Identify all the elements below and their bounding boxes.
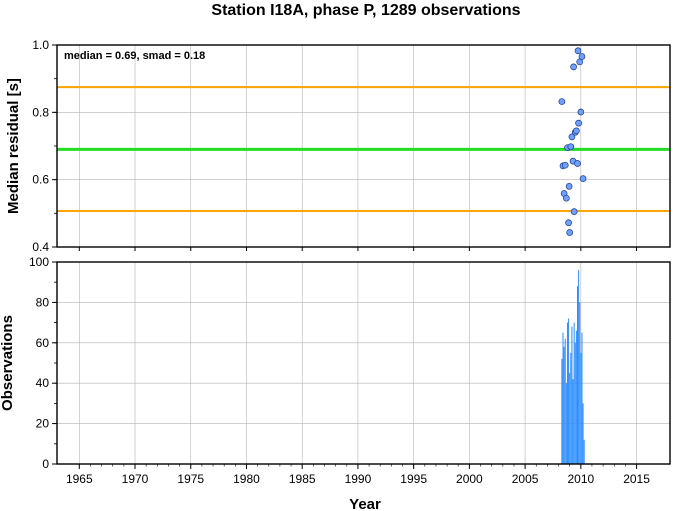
bar — [566, 322, 568, 464]
bottom-y-axis-label: Observations — [0, 315, 16, 411]
bar — [581, 332, 583, 464]
x-tick-label: 1975 — [177, 472, 204, 486]
bar — [569, 373, 571, 464]
y-tick-label: 100 — [29, 255, 49, 269]
reference-lines — [57, 86, 670, 212]
top-y-axis-label: Median residual [s] — [5, 78, 22, 214]
y-tick-label: 0.8 — [32, 105, 49, 119]
scatter-point — [562, 194, 570, 202]
x-axis-label: Year — [349, 496, 381, 511]
bottom-panel: 0 20 40 60 80 100 1965 1970 1975 1980 1985 1990 199… — [0, 247, 671, 511]
scatter-points — [558, 47, 587, 236]
bar — [565, 383, 567, 464]
x-tick-label: 1965 — [66, 472, 93, 486]
scatter-point — [565, 219, 572, 227]
scatter-point — [573, 127, 580, 135]
bars — [561, 270, 585, 464]
top-y-ticks: 0.4 0.6 0.8 1.0 — [32, 38, 57, 254]
bar — [563, 346, 565, 464]
bar — [583, 439, 585, 464]
bar — [582, 403, 584, 464]
scatter-point — [568, 133, 576, 141]
bar — [578, 270, 580, 464]
x-tick-label: 2010 — [567, 472, 594, 486]
scatter-point — [575, 119, 582, 127]
bar — [572, 379, 574, 464]
stats-annotation: median = 0.69, smad = 0.18 — [64, 50, 205, 62]
y-tick-label: 0.4 — [32, 240, 49, 254]
bar — [562, 332, 564, 464]
x-tick-label: 2000 — [456, 472, 483, 486]
bar — [573, 322, 575, 464]
y-tick-label: 1.0 — [32, 38, 49, 52]
bar — [580, 352, 582, 464]
x-tick-label: 1995 — [400, 472, 427, 486]
bar — [568, 318, 570, 464]
x-tick-label: 2015 — [623, 472, 650, 486]
x-tick-label: 2005 — [512, 472, 539, 486]
bar — [576, 286, 578, 464]
x-tick-label: 1980 — [233, 472, 260, 486]
scatter-point — [558, 98, 566, 105]
y-tick-label: 80 — [36, 295, 50, 309]
scatter-point — [565, 183, 573, 190]
bar — [574, 342, 576, 464]
scatter-point — [574, 160, 581, 167]
bottom-grid — [57, 261, 670, 465]
bottom-plot-frame — [56, 261, 671, 465]
chart-title: Station I18A, phase P, 1289 observations — [211, 2, 520, 19]
bar — [561, 358, 563, 464]
x-tick-label: 1985 — [289, 472, 316, 486]
top-panel: 0.40.60.81.0 median = 0.69, smad = 0.18 … — [5, 38, 671, 254]
bar — [570, 352, 572, 464]
y-tick-label: 0 — [42, 457, 49, 471]
scatter-point — [579, 175, 587, 183]
x-ticks: 1965 1970 1975 1980 1985 1990 1995 2000 2005 2010… — [66, 247, 650, 486]
x-tick-label: 1990 — [345, 472, 372, 486]
scatter-point — [567, 143, 575, 151]
scatter-point — [566, 229, 574, 236]
bottom-y-ticks: 0 20 40 60 80 100 — [29, 255, 57, 471]
x-tick-label: 1970 — [122, 472, 149, 486]
top-plot-frame — [56, 44, 671, 248]
bar — [564, 338, 566, 464]
top-grid — [57, 44, 670, 248]
scatter-point — [561, 161, 569, 169]
y-tick-label: 60 — [36, 336, 50, 350]
scatter-point — [574, 47, 582, 55]
scatter-point — [570, 63, 577, 71]
scatter-point — [570, 208, 578, 215]
bar — [575, 330, 577, 464]
bar — [579, 302, 581, 464]
scatter-point — [578, 53, 586, 60]
scatter-point — [577, 108, 585, 116]
y-tick-label: 20 — [36, 417, 50, 431]
bar — [571, 326, 573, 464]
y-tick-label: 0.6 — [32, 173, 49, 187]
y-tick-label: 40 — [36, 376, 50, 390]
